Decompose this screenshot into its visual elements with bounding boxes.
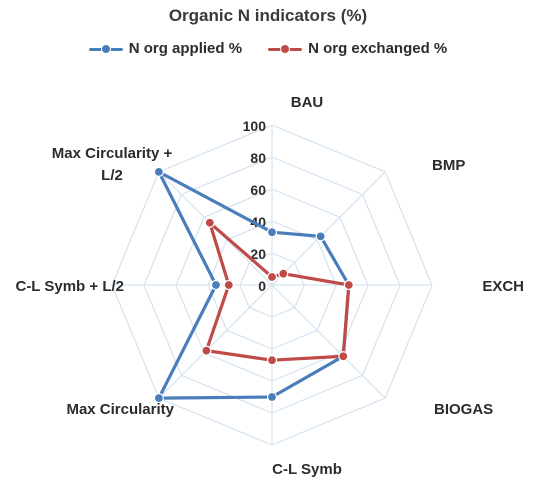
- category-label-6: C-L Symb + L/2: [15, 278, 124, 295]
- data-point: [266, 391, 278, 403]
- category-labels: BAU BMP EXCH BIOGAS C-L Symb Max Circularity C…: [15, 94, 524, 478]
- legend: N org applied % N org exchanged %: [0, 40, 536, 57]
- tick-label-60: 60: [250, 182, 266, 198]
- data-point: [266, 355, 278, 366]
- series-1: [201, 217, 354, 366]
- data-point: [223, 279, 234, 291]
- legend-item-exchanged: N org exchanged %: [268, 40, 447, 57]
- category-label-2: EXCH: [482, 278, 524, 295]
- data-point: [153, 393, 164, 404]
- tick-label-80: 80: [250, 150, 266, 166]
- category-label-4: C-L Symb: [272, 461, 342, 478]
- chart-title: Organic N indicators (%): [168, 6, 368, 25]
- category-label-5: Max Circularity: [66, 401, 174, 418]
- data-point: [338, 351, 349, 362]
- category-label-0: BAU: [291, 94, 324, 111]
- grid-spoke: [271, 171, 386, 286]
- series-line-1: [204, 221, 351, 362]
- data-point: [204, 217, 215, 228]
- legend-swatch-exchanged: [268, 43, 303, 55]
- data-point: [210, 279, 222, 291]
- legend-swatch-applied: [88, 43, 123, 55]
- data-point: [278, 268, 289, 279]
- category-label-3: BIOGAS: [434, 401, 493, 418]
- data-point: [153, 166, 164, 177]
- series: [153, 166, 354, 404]
- data-point: [201, 345, 212, 356]
- data-point: [343, 279, 354, 291]
- legend-label-exchanged: N org exchanged %: [308, 40, 448, 57]
- tick-label-100: 100: [243, 118, 267, 134]
- grid-spoke: [158, 284, 273, 399]
- data-point: [266, 271, 278, 283]
- legend-label-applied: N org applied %: [128, 40, 243, 57]
- legend-item-applied: N org applied %: [88, 40, 243, 57]
- grid: [111, 124, 433, 446]
- grid-spoke: [271, 284, 386, 399]
- tick-label-0: 0: [258, 278, 266, 294]
- data-point: [315, 231, 326, 242]
- category-label-7: Max Circularity + L/2: [52, 145, 173, 184]
- tick-label-20: 20: [250, 246, 266, 262]
- category-label-1: BMP: [432, 157, 465, 174]
- data-point: [266, 227, 278, 238]
